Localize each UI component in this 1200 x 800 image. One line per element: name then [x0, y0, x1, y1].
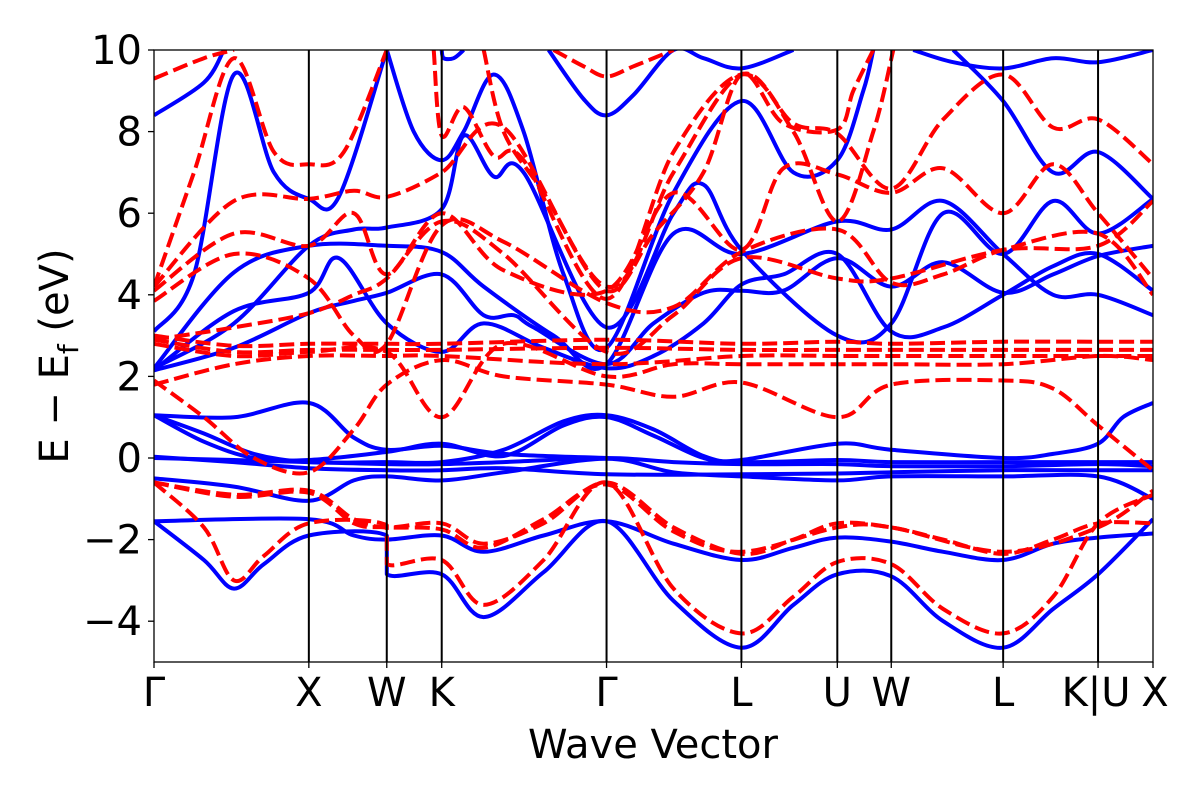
y-tick-label: 6 — [117, 191, 142, 237]
y-label-unit: (eV) — [32, 248, 78, 344]
y-tick-label: 0 — [117, 436, 142, 482]
y-axis-ticks: −4 −2 0 2 4 6 8 10 — [83, 28, 154, 645]
x-tick-label: W — [367, 670, 407, 716]
y-tick-label: −4 — [83, 599, 142, 645]
spin-down-band-13 — [154, 50, 235, 81]
x-tick-label: X — [295, 670, 322, 716]
x-tick-label: Γ — [143, 670, 166, 716]
spin-down-band-9 — [154, 216, 1153, 355]
spin-up-band-17 — [951, 50, 1153, 201]
spin-up-band-16 — [912, 50, 1153, 71]
spin-up-band-11 — [154, 50, 389, 333]
y-label-main: E − E — [32, 354, 78, 464]
x-tick-label: W — [871, 670, 911, 716]
x-tick-label: K|U — [1062, 670, 1131, 716]
y-tick-label: −2 — [83, 518, 142, 564]
y-tick-label: 4 — [117, 273, 142, 319]
x-tick-label: L — [992, 670, 1015, 716]
spin-up-band-14 — [154, 50, 226, 117]
x-tick-label: U — [823, 670, 852, 716]
y-axis-label: E − Ef (eV) — [32, 248, 85, 463]
spin-down-band-2 — [154, 480, 1153, 554]
high-symmetry-lines — [307, 50, 1100, 662]
spin-up-band-13 — [384, 50, 876, 352]
y-tick-label: 8 — [117, 110, 142, 156]
spin-down-band-14 — [431, 50, 896, 301]
y-tick-label: 2 — [117, 354, 142, 400]
spin-up-band-0 — [154, 517, 1153, 650]
x-tick-label: X — [1141, 670, 1168, 716]
spin-down-band-0 — [154, 480, 1153, 636]
x-tick-label: L — [730, 670, 753, 716]
plot-frame — [153, 49, 1154, 663]
spin-up-band-12 — [154, 133, 1153, 370]
x-axis-label: Wave Vector — [528, 722, 779, 768]
spin-up-band-8 — [154, 243, 1153, 373]
x-axis-ticks: Γ X W K Γ L U W L K|U X — [143, 662, 1169, 716]
x-tick-label: K — [429, 670, 457, 716]
y-axis-label-text: E − Ef (eV) — [32, 248, 85, 463]
y-label-subscript: f — [52, 343, 85, 354]
spin-down-band-12 — [154, 50, 389, 288]
x-tick-label: Γ — [595, 670, 618, 716]
spin-down-band-15 — [552, 50, 675, 79]
y-tick-label: 10 — [91, 28, 142, 74]
spin-up-band-6 — [154, 401, 1153, 464]
spin-up-band-7 — [154, 400, 607, 460]
spin-down-band-3 — [154, 358, 1153, 476]
spin-up-band-15 — [546, 50, 795, 118]
